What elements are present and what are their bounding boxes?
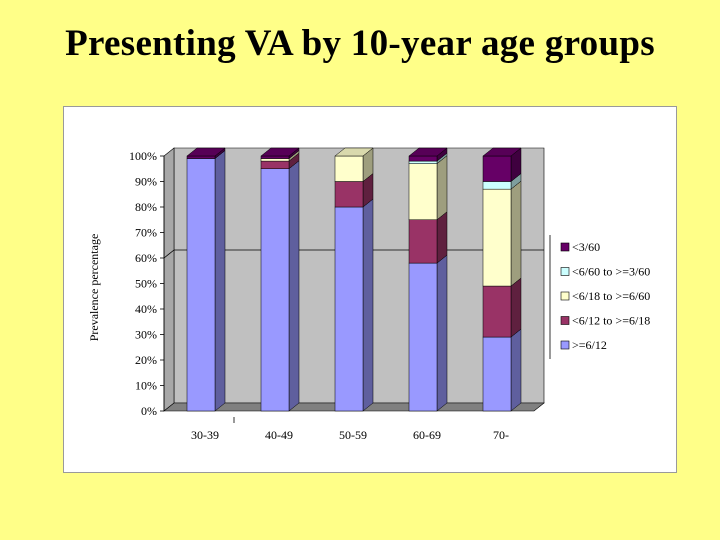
bar-segment-side	[436, 211, 448, 264]
legend-swatch	[560, 291, 570, 301]
y-tick-label: 0%	[141, 404, 157, 418]
bar-segment	[260, 160, 300, 412]
bar-segment-front	[482, 285, 512, 338]
legend-label: <6/12 to >=6/18	[572, 314, 650, 328]
bar-top-face	[482, 147, 522, 157]
bar-segment-front	[408, 160, 438, 164]
chart-side-wall	[163, 147, 175, 412]
bar-segment-side	[436, 155, 448, 221]
bar-segment-front	[408, 262, 438, 412]
y-tick-label: 80%	[135, 200, 157, 214]
bar-segment-front	[408, 219, 438, 264]
bar-segment-front	[482, 188, 512, 287]
legend-label: >=6/12	[572, 338, 607, 352]
bar-segment-side	[436, 254, 448, 412]
bar-segment	[482, 277, 522, 338]
bar-segment-side	[362, 198, 374, 412]
x-tick-label: 60-69	[413, 428, 441, 442]
bar-segment	[408, 147, 448, 162]
y-tick-label: 90%	[135, 175, 157, 189]
y-tick-label: 40%	[135, 302, 157, 316]
legend-swatch	[560, 340, 570, 350]
bar-segment-side	[510, 180, 522, 287]
x-tick-label: 70-	[493, 428, 509, 442]
bar-segment-front	[260, 158, 290, 162]
stacked-bar-chart: 0% 10% 20% 30% 40% 50% 60% 70% 80% 90% 100% Prevale…	[87, 147, 650, 442]
bar-top-face	[408, 147, 448, 157]
y-tick-label: 50%	[135, 277, 157, 291]
legend-label: <3/60	[572, 240, 600, 254]
legend-label: <6/60 to >=3/60	[572, 265, 650, 279]
legend-label: <6/18 to >=6/60	[572, 289, 650, 303]
legend-swatch	[560, 267, 570, 276]
y-tick-label: 10%	[135, 379, 157, 393]
y-tick-label: 60%	[135, 251, 157, 265]
bar-segment	[482, 328, 522, 412]
bar-segment-front	[482, 181, 512, 190]
bar-segment-front	[482, 336, 512, 412]
x-tick-label: 40-49	[265, 428, 293, 442]
bar-segment-front	[260, 160, 290, 169]
x-tick-label: 50-59	[339, 428, 367, 442]
legend-swatch	[560, 242, 570, 252]
slide-title: Presenting VA by 10-year age groups	[65, 23, 655, 64]
bar-segment	[408, 155, 448, 221]
legend-swatch	[560, 316, 570, 325]
bar-segment	[482, 180, 522, 287]
bar-segment-front	[408, 163, 438, 220]
bar-top-face	[260, 147, 300, 157]
bar-segment	[186, 150, 226, 412]
bar-top-face	[186, 147, 226, 157]
bar-segment	[408, 211, 448, 264]
bar-segment-side	[510, 277, 522, 338]
x-tick-label: 30-39	[191, 428, 219, 442]
bar-segment-front	[482, 155, 512, 182]
bar-segment-front	[186, 158, 216, 412]
bar-segment-front	[334, 206, 364, 412]
y-tick-label: 20%	[135, 353, 157, 367]
y-tick-label: 70%	[135, 226, 157, 240]
y-axis-title: Prevalence percentage	[87, 234, 101, 342]
bar-segment-front	[334, 155, 364, 182]
bar-segment-side	[214, 150, 226, 412]
y-tick-label: 30%	[135, 328, 157, 342]
bar-segment	[334, 172, 374, 208]
bar-segment-front	[260, 168, 290, 412]
bar-segment	[334, 198, 374, 412]
chart-frame: 0% 10% 20% 30% 40% 50% 60% 70% 80% 90% 100% Prevale…	[63, 106, 677, 473]
bar-segment-side	[288, 160, 300, 412]
gridline-side	[163, 249, 175, 259]
bar-segment-side	[510, 328, 522, 412]
bar-segment-front	[334, 181, 364, 208]
y-tick-label: 100%	[129, 149, 157, 163]
bar-top-face	[334, 147, 374, 157]
bar-segment-front	[186, 155, 216, 159]
bar-segment	[482, 147, 522, 183]
bar-segment-front	[408, 155, 438, 162]
bar-segment	[408, 254, 448, 412]
bar-segment-front	[260, 155, 290, 159]
